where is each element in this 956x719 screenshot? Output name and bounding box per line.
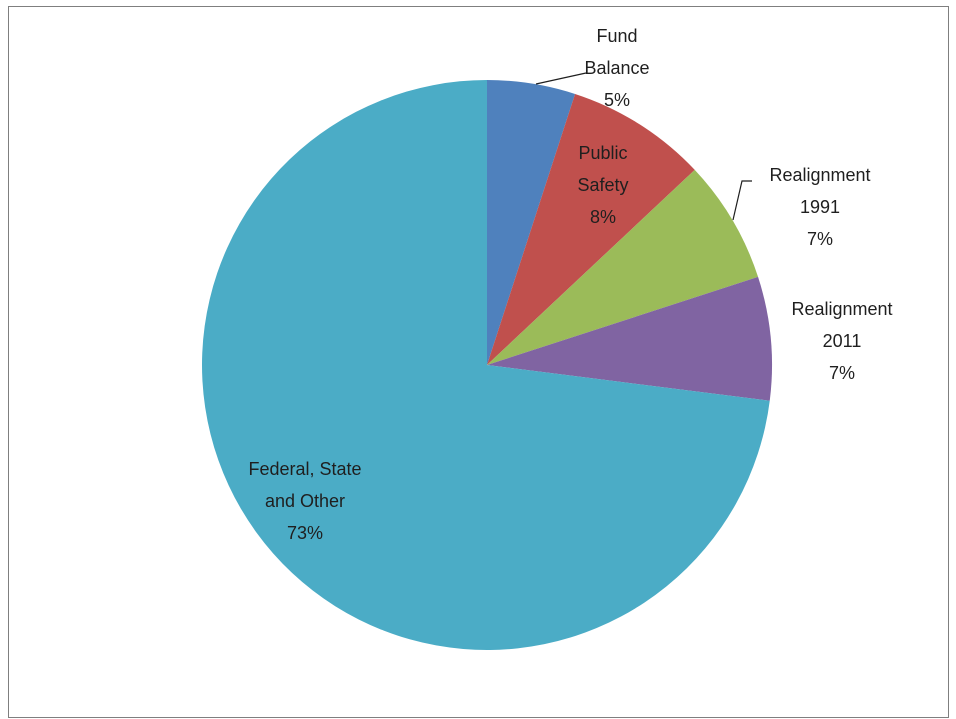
pie-slice-realignment-2011 <box>487 276 772 401</box>
leader-line-realignment-1991 <box>732 180 752 221</box>
data-label-fund-balance: Fund Balance 5% <box>584 26 649 110</box>
data-label-public-safety: Public Safety 8% <box>577 143 628 227</box>
pie-slice-fund-balance <box>487 80 576 365</box>
data-label-realignment-1991: Realignment 1991 7% <box>769 165 870 249</box>
pie-slice-public-safety <box>487 93 695 366</box>
pie-slice-realignment-1991 <box>487 169 759 365</box>
data-label-realignment-2011: Realignment 2011 7% <box>791 299 892 383</box>
leader-line-fund-balance <box>535 72 587 85</box>
data-label-federal-state-and-other: Federal, State and Other 73% <box>248 459 361 543</box>
pie-slice-federal-state-and-other <box>201 80 770 650</box>
